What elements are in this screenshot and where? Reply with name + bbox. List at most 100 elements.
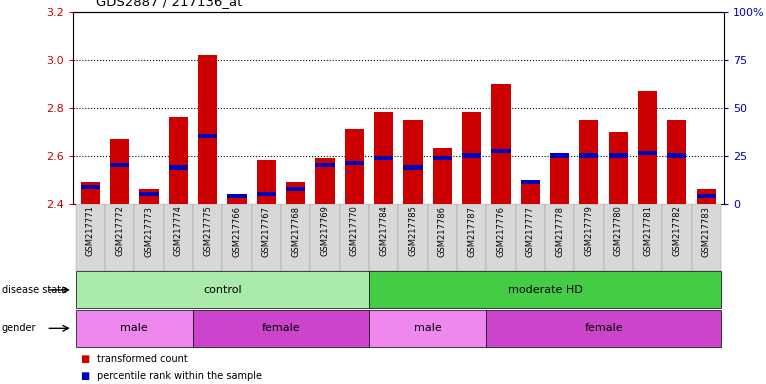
Text: GSM217784: GSM217784 [379, 205, 388, 257]
FancyBboxPatch shape [545, 204, 574, 271]
FancyBboxPatch shape [427, 204, 457, 271]
FancyBboxPatch shape [663, 204, 692, 271]
Text: GSM217773: GSM217773 [145, 205, 153, 257]
FancyBboxPatch shape [76, 204, 105, 271]
Text: GSM217782: GSM217782 [673, 205, 682, 257]
Text: GSM217772: GSM217772 [115, 205, 124, 257]
FancyBboxPatch shape [252, 204, 281, 271]
Bar [521, 179, 540, 204]
Bar [286, 182, 305, 204]
Text: female: female [584, 323, 623, 333]
Text: GSM217783: GSM217783 [702, 205, 711, 257]
Text: GSM217780: GSM217780 [614, 205, 623, 257]
Bar [316, 158, 335, 204]
Bar [667, 153, 686, 158]
Text: male: male [414, 323, 441, 333]
Bar [404, 166, 423, 170]
Text: GSM217770: GSM217770 [350, 205, 358, 257]
Bar [169, 166, 188, 170]
FancyBboxPatch shape [76, 310, 193, 347]
Bar [433, 156, 452, 160]
Bar [228, 194, 247, 204]
Bar [257, 160, 276, 204]
Text: disease state: disease state [2, 285, 67, 295]
Text: GSM217778: GSM217778 [555, 205, 564, 257]
Bar [609, 153, 628, 158]
Text: transformed count: transformed count [97, 354, 188, 364]
Text: GSM217775: GSM217775 [203, 205, 212, 257]
Bar [697, 194, 715, 199]
Text: GSM217781: GSM217781 [643, 205, 652, 257]
FancyBboxPatch shape [457, 204, 486, 271]
Bar [609, 131, 628, 204]
Bar [638, 91, 657, 204]
Text: moderate HD: moderate HD [508, 285, 582, 295]
Text: female: female [262, 323, 300, 333]
FancyBboxPatch shape [105, 204, 134, 271]
Bar [697, 189, 715, 204]
FancyBboxPatch shape [310, 204, 339, 271]
Bar [579, 119, 598, 204]
FancyBboxPatch shape [369, 310, 486, 347]
FancyBboxPatch shape [76, 271, 369, 308]
Text: GSM217776: GSM217776 [496, 205, 506, 257]
FancyBboxPatch shape [281, 204, 310, 271]
Bar [492, 83, 510, 204]
Text: male: male [120, 323, 149, 333]
Bar [139, 189, 159, 204]
Bar [667, 119, 686, 204]
Text: GSM217767: GSM217767 [262, 205, 271, 257]
Bar [638, 151, 657, 155]
Text: GSM217768: GSM217768 [291, 205, 300, 257]
Text: ■: ■ [80, 354, 90, 364]
Bar [550, 156, 569, 204]
FancyBboxPatch shape [339, 204, 369, 271]
Bar [404, 119, 423, 204]
Bar [492, 149, 510, 153]
Bar [433, 148, 452, 204]
FancyBboxPatch shape [692, 204, 721, 271]
Text: GSM217771: GSM217771 [86, 205, 95, 257]
FancyBboxPatch shape [193, 204, 222, 271]
Bar [462, 153, 481, 158]
Bar [550, 153, 569, 158]
Bar [198, 134, 218, 139]
Text: GDS2887 / 217136_at: GDS2887 / 217136_at [96, 0, 242, 8]
Text: GSM217785: GSM217785 [408, 205, 417, 257]
FancyBboxPatch shape [604, 204, 633, 271]
FancyBboxPatch shape [222, 204, 252, 271]
Bar [316, 163, 335, 167]
Bar [139, 192, 159, 196]
Text: percentile rank within the sample: percentile rank within the sample [97, 371, 262, 381]
Bar [345, 129, 364, 204]
Bar [169, 117, 188, 204]
FancyBboxPatch shape [516, 204, 545, 271]
Bar [462, 112, 481, 204]
Bar [257, 192, 276, 196]
Text: GSM217766: GSM217766 [233, 205, 241, 257]
Text: GSM217779: GSM217779 [584, 205, 594, 257]
FancyBboxPatch shape [633, 204, 663, 271]
Text: GSM217786: GSM217786 [438, 205, 447, 257]
Text: GSM217777: GSM217777 [525, 205, 535, 257]
FancyBboxPatch shape [369, 271, 721, 308]
FancyBboxPatch shape [369, 204, 398, 271]
Text: GSM217787: GSM217787 [467, 205, 476, 257]
Bar [345, 161, 364, 165]
Bar [521, 180, 540, 184]
FancyBboxPatch shape [134, 204, 164, 271]
FancyBboxPatch shape [486, 204, 516, 271]
FancyBboxPatch shape [164, 204, 193, 271]
Text: GSM217774: GSM217774 [174, 205, 183, 257]
Bar [81, 185, 100, 189]
Bar [374, 112, 393, 204]
FancyBboxPatch shape [574, 204, 604, 271]
Bar [81, 182, 100, 204]
Bar [286, 187, 305, 191]
FancyBboxPatch shape [486, 310, 721, 347]
Bar [198, 55, 218, 204]
Text: GSM217769: GSM217769 [320, 205, 329, 257]
Text: gender: gender [2, 323, 36, 333]
Bar [110, 163, 129, 167]
Text: ■: ■ [80, 371, 90, 381]
